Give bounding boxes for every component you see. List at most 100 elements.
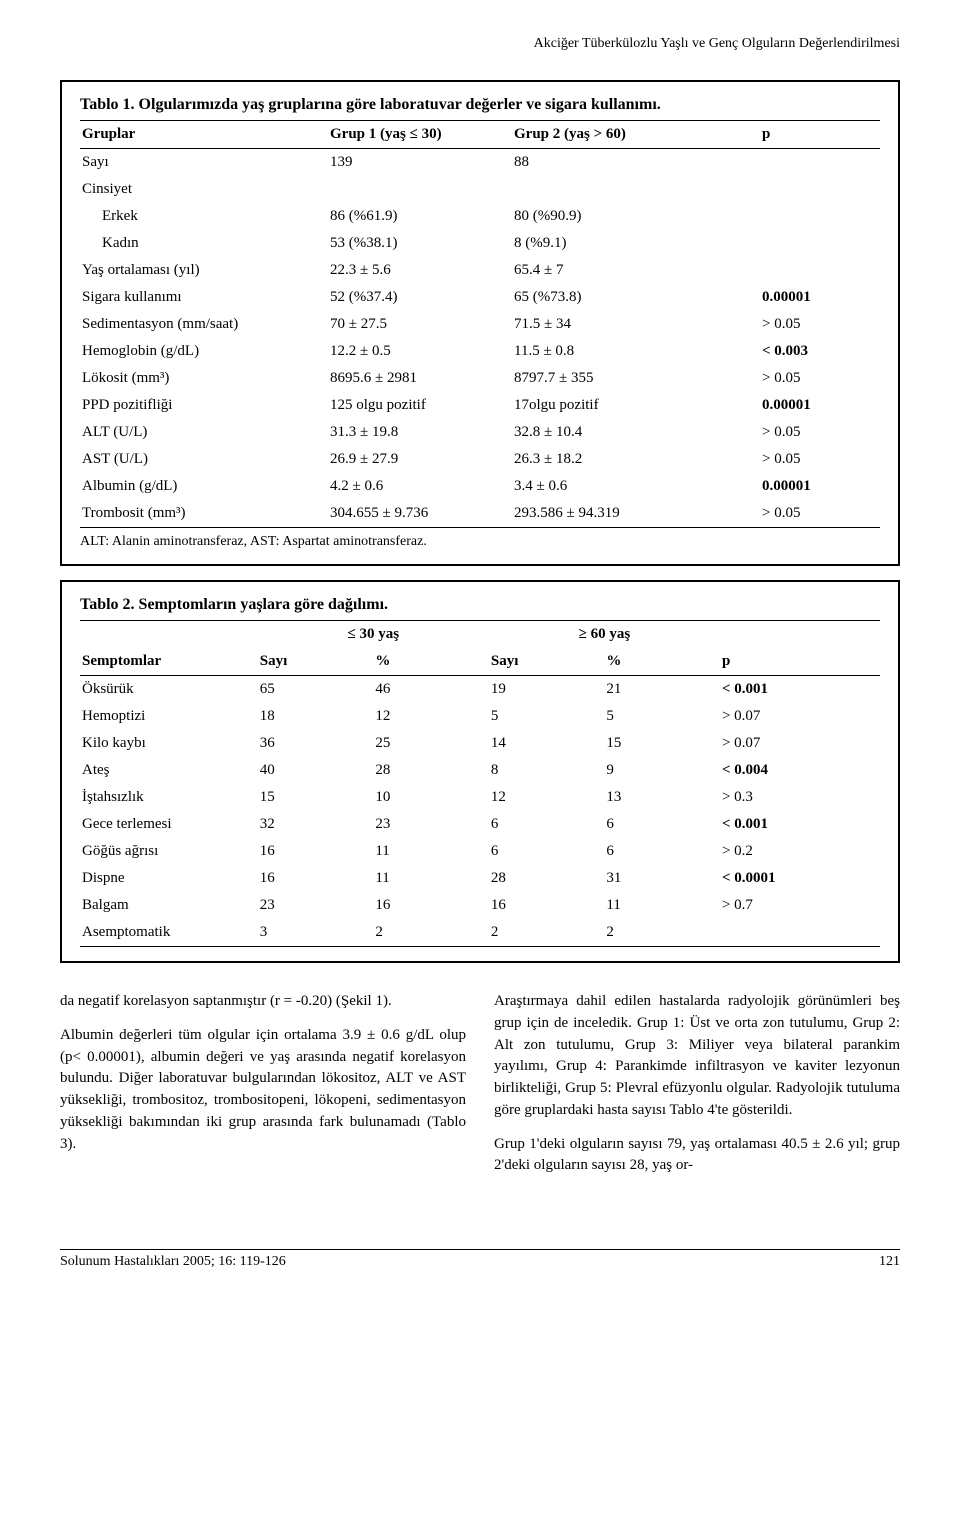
table-row: Yaş ortalaması (yıl)22.3 ± 5.665.4 ± 7 [80,257,880,284]
t1-h1: Grup 1 (yaş ≤ 30) [328,121,512,149]
t1-h0: Gruplar [80,121,328,149]
table-cell: 16 [489,892,605,919]
body-columns: da negatif korelasyon saptanmıştır (r = … [60,991,900,1189]
table-cell: 46 [373,676,489,704]
t2-h4: % [604,648,720,676]
table-cell: 26.9 ± 27.9 [328,446,512,473]
table-cell: Lökosit (mm³) [80,365,328,392]
table-cell: 21 [604,676,720,704]
table-cell: 65.4 ± 7 [512,257,760,284]
body-col-left: da negatif korelasyon saptanmıştır (r = … [60,991,466,1189]
body-col-right: Araştırmaya dahil edilen hastalarda rady… [494,991,900,1189]
table-cell: 36 [258,730,374,757]
t2-gh1: ≥ 60 yaş [489,621,720,649]
table-cell: 71.5 ± 34 [512,311,760,338]
table-cell: 22.3 ± 5.6 [328,257,512,284]
table-row: Sedimentasyon (mm/saat)70 ± 27.571.5 ± 3… [80,311,880,338]
table-cell: Sedimentasyon (mm/saat) [80,311,328,338]
table2-group-row: ≤ 30 yaş ≥ 60 yaş [80,621,880,649]
table-cell [760,149,880,177]
table-cell: 12 [489,784,605,811]
body-para: Albumin değerleri tüm olgular için ortal… [60,1025,466,1156]
table-cell: > 0.3 [720,784,880,811]
table-cell: 12 [373,703,489,730]
table-cell: Balgam [80,892,258,919]
table-cell: Cinsiyet [80,176,328,203]
table-cell: 18 [258,703,374,730]
table-cell [760,230,880,257]
table-cell: 28 [489,865,605,892]
table-row: Kilo kaybı36251415> 0.07 [80,730,880,757]
t2-h2: % [373,648,489,676]
table-cell: Hemoptizi [80,703,258,730]
table-cell: 16 [373,892,489,919]
table-cell: ALT (U/L) [80,419,328,446]
table1-title: Tablo 1. Olgularımızda yaş gruplarına gö… [80,96,880,114]
table-row: Albumin (g/dL)4.2 ± 0.63.4 ± 0.60.00001 [80,473,880,500]
table-cell: Albumin (g/dL) [80,473,328,500]
table-row: Trombosit (mm³)304.655 ± 9.736293.586 ± … [80,500,880,528]
table-cell [760,176,880,203]
table-cell: 8797.7 ± 355 [512,365,760,392]
table2: ≤ 30 yaş ≥ 60 yaş Semptomlar Sayı % Sayı… [80,620,880,947]
table2-header-row: Semptomlar Sayı % Sayı % p [80,648,880,676]
t2-gh0: ≤ 30 yaş [258,621,489,649]
table-cell: AST (U/L) [80,446,328,473]
table-row: PPD pozitifliği125 olgu pozitif17olgu po… [80,392,880,419]
table-cell: 8695.6 ± 2981 [328,365,512,392]
table-cell: > 0.05 [760,446,880,473]
t1-h2: Grup 2 (yaş > 60) [512,121,760,149]
table-cell: 4.2 ± 0.6 [328,473,512,500]
table-cell: 53 (%38.1) [328,230,512,257]
table-cell: 6 [604,838,720,865]
body-para: Grup 1'deki olguların sayısı 79, yaş ort… [494,1134,900,1178]
table-cell: 304.655 ± 9.736 [328,500,512,528]
table-cell: > 0.05 [760,365,880,392]
table-cell: 23 [258,892,374,919]
table-row: Cinsiyet [80,176,880,203]
table-cell: 6 [604,811,720,838]
table-row: Dispne16112831< 0.0001 [80,865,880,892]
table-cell: > 0.07 [720,703,880,730]
table-cell: 11 [373,865,489,892]
table-cell: 2 [604,919,720,947]
page-footer: Solunum Hastalıkları 2005; 16: 119-126 1… [60,1249,900,1270]
table-cell [760,257,880,284]
table-row: Erkek86 (%61.9)80 (%90.9) [80,203,880,230]
table-cell: 13 [604,784,720,811]
table-cell: 19 [489,676,605,704]
table-row: ALT (U/L)31.3 ± 19.832.8 ± 10.4> 0.05 [80,419,880,446]
table-cell: < 0.0001 [720,865,880,892]
table-cell [512,176,760,203]
table-cell: 23 [373,811,489,838]
t1-h3: p [760,121,880,149]
t2-gh-blank2 [720,621,880,649]
table2-box: Tablo 2. Semptomların yaşlara göre dağıl… [60,580,900,963]
table-cell: 80 (%90.9) [512,203,760,230]
table-cell: 32 [258,811,374,838]
table-cell: Dispne [80,865,258,892]
table-cell: > 0.2 [720,838,880,865]
table-cell: > 0.07 [720,730,880,757]
table-cell: 14 [489,730,605,757]
table-cell: 31.3 ± 19.8 [328,419,512,446]
table-cell: 293.586 ± 94.319 [512,500,760,528]
table-cell: 2 [489,919,605,947]
table-cell: Kadın [80,230,328,257]
table-row: Hemoptizi181255> 0.07 [80,703,880,730]
table-cell: 11 [604,892,720,919]
table1-header-row: Gruplar Grup 1 (yaş ≤ 30) Grup 2 (yaş > … [80,121,880,149]
table-cell: 17olgu pozitif [512,392,760,419]
table-cell: 125 olgu pozitif [328,392,512,419]
table-cell: 32.8 ± 10.4 [512,419,760,446]
table-row: İştahsızlık15101213> 0.3 [80,784,880,811]
table-cell: 31 [604,865,720,892]
table-cell: 15 [604,730,720,757]
table-row: Lökosit (mm³)8695.6 ± 29818797.7 ± 355> … [80,365,880,392]
table-cell: Asemptomatik [80,919,258,947]
table-cell: Kilo kaybı [80,730,258,757]
body-para: Araştırmaya dahil edilen hastalarda rady… [494,991,900,1122]
table-cell: Sayı [80,149,328,177]
table-cell: 25 [373,730,489,757]
running-head: Akciğer Tüberkülozlu Yaşlı ve Genç Olgul… [60,36,900,52]
